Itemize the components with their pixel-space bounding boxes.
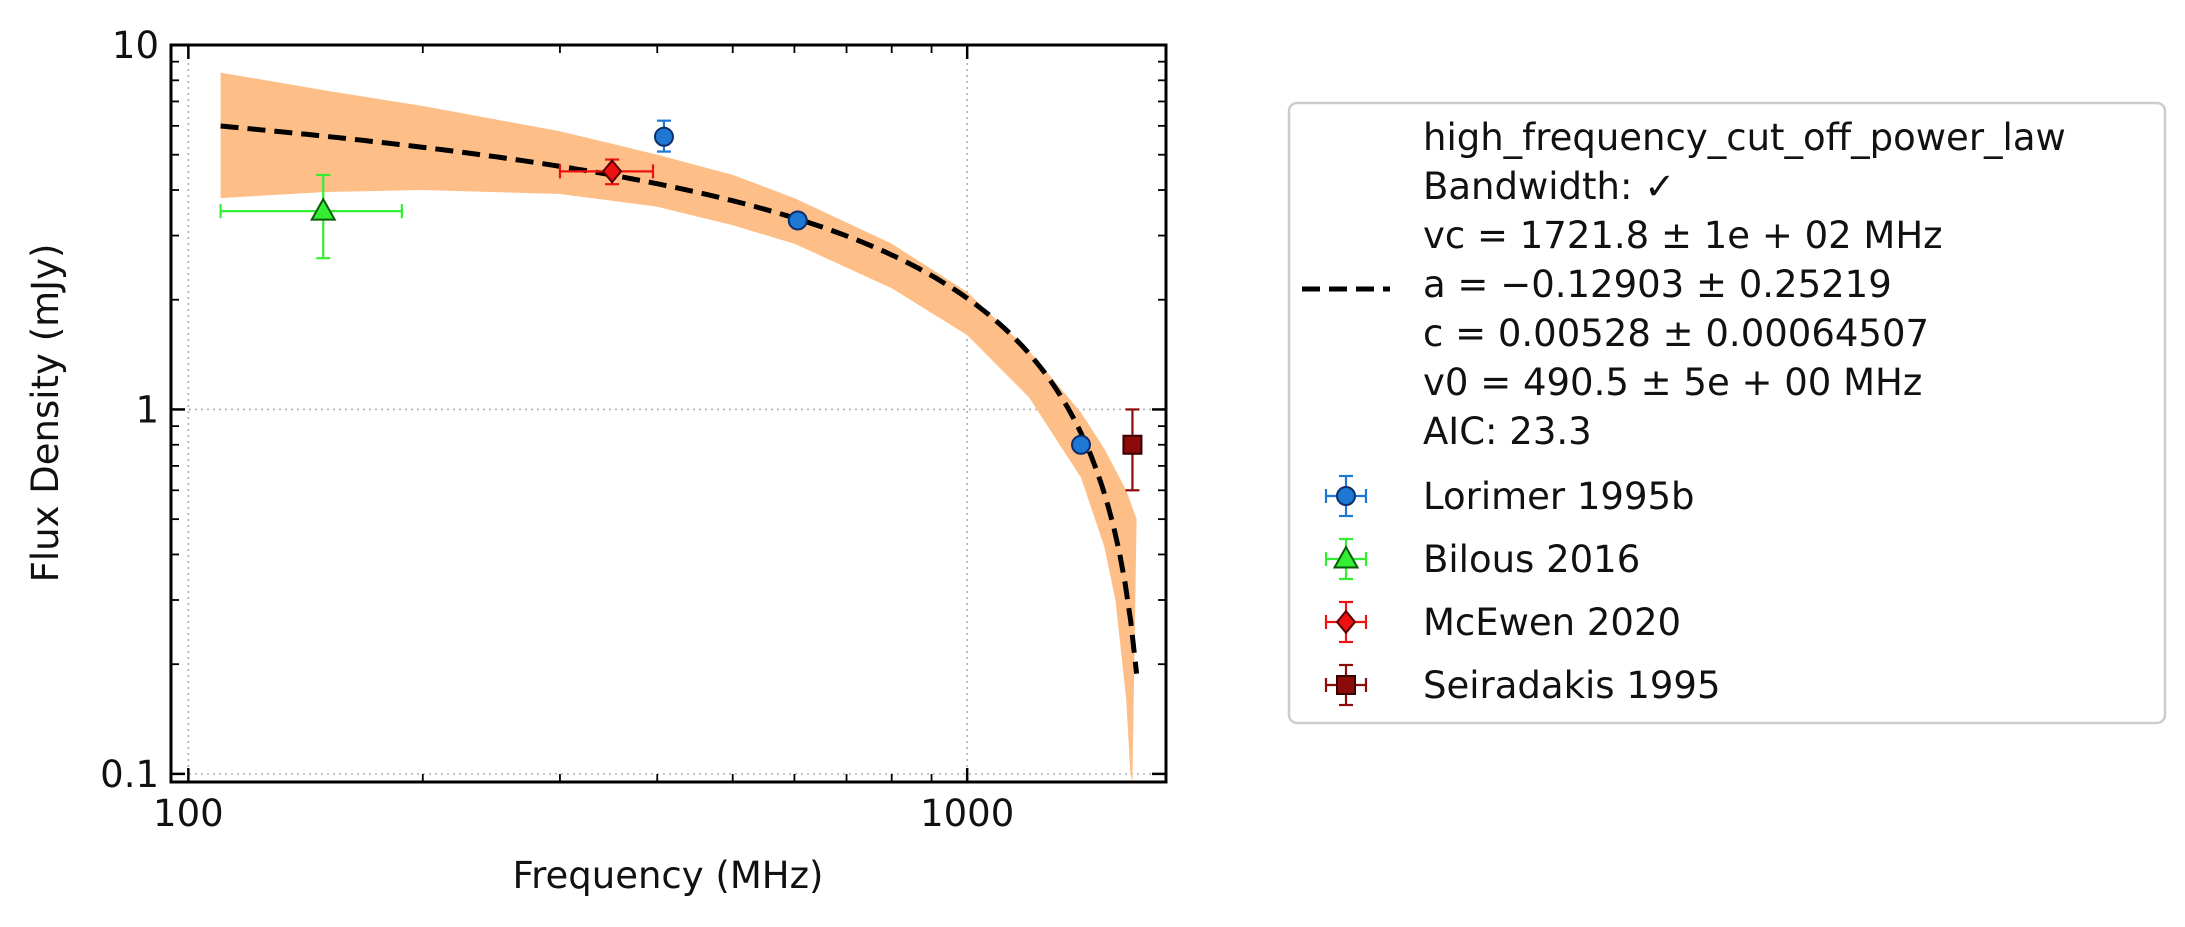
lorimer-1995b-point [787, 210, 808, 231]
legend: high_frequency_cut_off_power_law Bandwidt… [1287, 101, 2167, 725]
legend-mcewen-2020-label: McEwen 2020 [1423, 601, 1681, 644]
x-tick-label: 1000 [920, 792, 1014, 835]
seiradakis-1995-point [1122, 434, 1143, 455]
legend-fit-label-line: high_frequency_cut_off_power_law [1423, 116, 2066, 159]
legend-bilous-2016-label: Bilous 2016 [1423, 538, 1640, 581]
x-axis-label: Frequency (MHz) [513, 854, 824, 897]
plot-frame [169, 43, 1168, 784]
legend-mcewen-2020-marker [1335, 609, 1357, 635]
fit-uncertainty-band [220, 72, 1137, 782]
legend-lorimer-1995b-label: Lorimer 1995b [1423, 475, 1695, 518]
legend-frame [1287, 101, 2167, 725]
legend-fit-label-line: v0 = 490.5 ± 5e + 00 MHz [1423, 361, 1922, 404]
legend-fit-label-line: c = 0.00528 ± 0.00064507 [1423, 312, 1929, 355]
axis-ticks: 100 1000 0.1 1 10 [100, 24, 1166, 835]
legend-bilous-2016-marker [1332, 544, 1360, 569]
lorimer-1995b-point [653, 126, 674, 147]
legend-series-entries: Lorimer 1995b Bilous 2016 McEwen 2020 Seira… [1324, 474, 1720, 707]
fit-line [220, 123, 1140, 674]
data-points [219, 119, 1143, 492]
legend-lorimer-1995b-marker [1336, 486, 1356, 506]
y-tick-label: 10 [112, 24, 159, 67]
lorimer-1995b-point [1070, 434, 1091, 455]
y-axis-label: Flux Density (mJy) [24, 244, 67, 583]
legend-fit-label-line: vc = 1721.8 ± 1e + 02 MHz [1423, 214, 1943, 257]
legend-seiradakis-1995-label: Seiradakis 1995 [1423, 664, 1720, 707]
y-tick-label: 1 [135, 388, 159, 431]
legend-fit-label-line: a = −0.12903 ± 0.25219 [1423, 263, 1892, 306]
mcewen-2020-point [601, 159, 623, 184]
legend-fit-label-line: Bandwidth: ✓ [1423, 165, 1675, 208]
x-tick-label: 100 [153, 792, 224, 835]
legend-fit-label: high_frequency_cut_off_power_law Bandwidt… [1423, 116, 2066, 453]
y-tick-label: 0.1 [100, 753, 159, 796]
legend-seiradakis-1995-marker [1336, 675, 1356, 695]
legend-fit-label-line: AIC: 23.3 [1423, 410, 1592, 453]
bilous-2016-point [310, 197, 337, 221]
